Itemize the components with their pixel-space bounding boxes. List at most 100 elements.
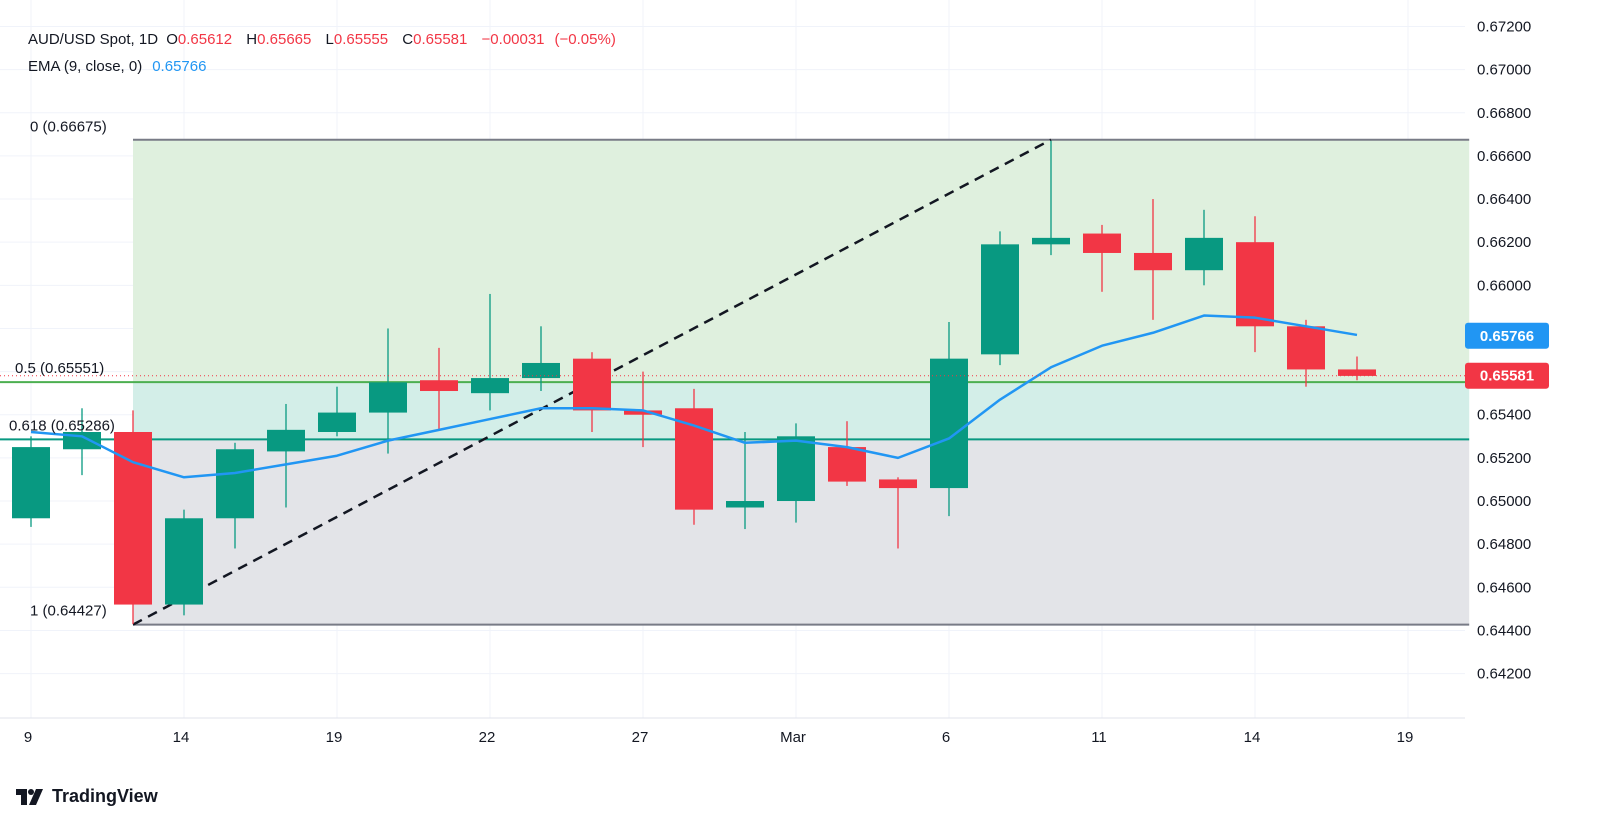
candle-body [828,447,866,482]
candle-body [522,362,560,379]
price-tick-label: 0.66000 [1477,277,1531,294]
time-tick-label: 9 [24,729,32,746]
candle [522,326,560,392]
price-tick-label: 0.66400 [1477,191,1531,208]
time-tick-label: 27 [632,729,649,746]
price-tick-label: 0.64800 [1477,536,1531,553]
fib-level-label: 0.618 (0.65286) [9,417,115,434]
price-tick-label: 0.65200 [1477,450,1531,467]
candle [1185,209,1223,286]
candle [369,328,407,454]
open-key: O [166,31,178,48]
candle-body [930,358,968,489]
candle-body [114,431,152,605]
ema-value: 0.65766 [152,58,207,75]
candle-body [1338,369,1376,376]
candle-body [1287,326,1325,370]
symbol-label[interactable]: AUD/USD Spot, 1D [28,31,159,48]
candle [777,423,815,523]
ohlc-row: AUD/USD Spot, 1D O0.65612 H0.65665 L0.65… [28,26,616,53]
time-tick-label: 19 [1397,729,1414,746]
candle-body [573,358,611,411]
candle-body [1083,233,1121,253]
candle [318,386,356,437]
price-tick-label: 0.64200 [1477,666,1531,683]
candle [12,436,50,527]
candle [114,410,152,624]
tradingview-logo[interactable]: TradingView [16,786,158,807]
candle [1032,140,1070,256]
price-tick-label: 0.64400 [1477,622,1531,639]
candlesticks [12,140,1376,624]
candle [471,293,509,411]
candle [981,231,1019,366]
candle [1134,199,1172,320]
fib-level-label: 0.5 (0.65551) [15,360,104,377]
candle-body [777,436,815,502]
price-tick-label: 0.66800 [1477,105,1531,122]
change-percent: (−0.05%) [554,31,616,48]
change-value: −0.00031 [481,31,545,48]
price-tick-label: 0.64600 [1477,579,1531,596]
candle-body [165,518,203,605]
candle [675,388,713,525]
price-tags: 0.65766 0.65581 [0,322,1549,389]
price-tick-label: 0.66200 [1477,234,1531,251]
candle [1083,224,1121,292]
tradingview-logo-text: TradingView [52,786,158,806]
fib-level-label: 1 (0.64427) [30,603,107,620]
candle [1236,216,1274,353]
candle-body [267,429,305,452]
price-tick-label: 0.67200 [1477,18,1531,35]
fibonacci-retracement [0,138,1470,626]
ema-label[interactable]: EMA (9, close, 0) [28,58,143,75]
candle-body [726,501,764,508]
candle [930,321,968,517]
time-tick-label: 11 [1091,729,1107,746]
high-value: 0.65665 [257,31,312,48]
candle-body [420,380,458,392]
candle-body [879,479,917,489]
candle [267,403,305,508]
candle [216,442,254,549]
tradingview-logo-icon [16,788,43,805]
ema-line-path [30,314,1358,479]
candle [420,347,458,430]
time-axis: 9 14 19 22 27 Mar 6 11 14 19 [24,729,1414,746]
candle-body [216,449,254,519]
price-tick-label: 0.65000 [1477,493,1531,510]
time-tick-label: Mar [780,729,806,746]
low-key: L [325,31,334,48]
ema-row: EMA (9, close, 0) 0.65766 [28,53,616,80]
fib-level-label: 0 (0.66675) [30,119,107,136]
time-tick-label: 22 [479,729,496,746]
price-tick-label: 0.65400 [1477,407,1531,424]
low-value: 0.65555 [333,31,389,48]
price-tag-bg [1465,362,1549,389]
time-tick-label: 6 [942,729,950,746]
candle-body [12,447,50,519]
candle-body [1134,252,1172,271]
high-key: H [246,31,258,48]
candle-body [981,244,1019,355]
close-value: 0.65581 [413,31,468,48]
candle-body [318,412,356,432]
candle-body [675,408,713,510]
price-tag-label: 0.65581 [1480,368,1534,385]
candle [726,431,764,530]
price-tag: 0.65581 [1465,362,1549,389]
candle-body [624,410,662,415]
open-value: 0.65612 [177,31,233,48]
candle-body [1185,237,1223,271]
fibonacci-labels: 0 (0.66675) 0.5 (0.65551) 0.618 (0.65286) 1… [9,119,115,620]
price-tag-label: 0.65766 [1480,328,1534,345]
price-tick-label: 0.66600 [1477,148,1531,165]
candle-body [369,382,407,413]
price-tag: 0.65766 [1465,322,1549,349]
price-axis: 0.67200 0.67000 0.66800 0.66600 0.66400 0.662… [1477,18,1531,682]
time-tick-label: 14 [173,729,190,746]
candle [165,509,203,616]
candle [828,421,866,486]
chart-legend: AUD/USD Spot, 1D O0.65612 H0.65665 L0.65… [28,26,616,80]
